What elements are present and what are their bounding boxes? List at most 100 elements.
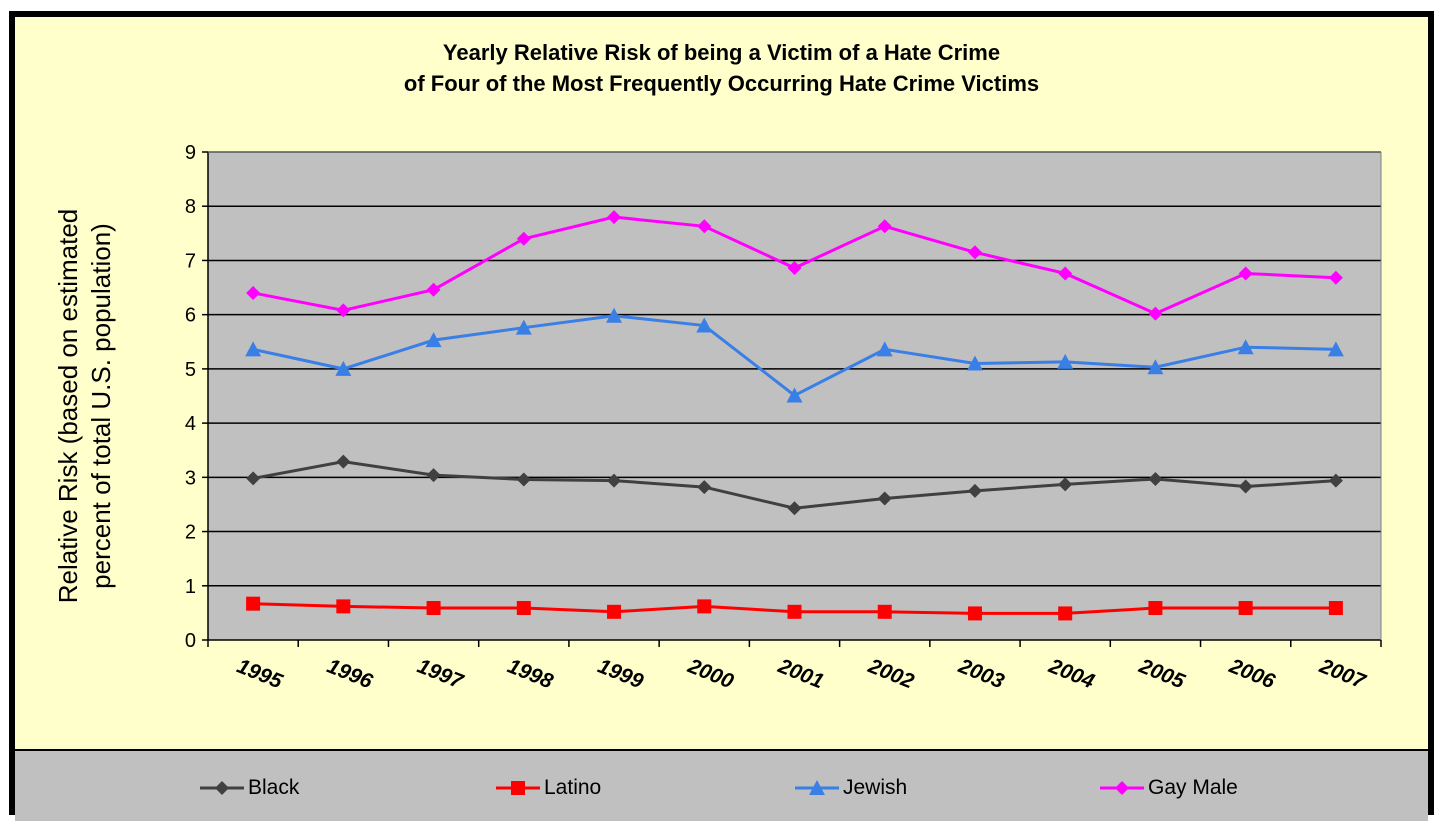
data-point xyxy=(877,604,892,619)
x-tick-labels: 1995 1996 1997 1998 1999 2000 2001 2002 2003 2004… xyxy=(234,654,1370,694)
data-point xyxy=(1057,353,1074,369)
data-point xyxy=(697,599,712,614)
data-point xyxy=(1238,601,1253,616)
data-point xyxy=(246,285,261,300)
legend-label: Jewish xyxy=(843,776,908,799)
axes xyxy=(202,151,1382,647)
data-point xyxy=(1058,606,1073,621)
y-tick-label: 3 xyxy=(185,467,196,489)
data-point xyxy=(1237,339,1254,355)
data-point xyxy=(1058,477,1073,492)
legend-marker-triangle-icon xyxy=(795,780,839,795)
legend-label: Gay Male xyxy=(1148,776,1238,799)
series-jewish xyxy=(245,307,1344,403)
data-point xyxy=(1115,781,1129,795)
x-tick-label: 2003 xyxy=(955,654,1008,693)
data-point xyxy=(215,781,229,795)
data-point xyxy=(335,360,352,376)
x-tick-label: 1997 xyxy=(414,655,467,694)
data-point xyxy=(1328,270,1343,285)
x-tick-label: 1996 xyxy=(324,655,376,694)
data-point xyxy=(1328,473,1343,488)
x-tick-label: 2002 xyxy=(864,654,917,693)
series-black xyxy=(246,454,1343,516)
y-axis-label: Relative Risk (based on estimated percen… xyxy=(53,209,116,604)
chart-title-line-2: of Four of the Most Frequently Occurring… xyxy=(403,71,1040,96)
data-point xyxy=(516,472,531,487)
y-tick-labels: 0 1 2 3 4 5 6 7 8 9 xyxy=(185,142,196,652)
data-point xyxy=(426,282,441,297)
data-point xyxy=(426,468,441,483)
data-point xyxy=(246,471,261,486)
y-tick-label: 2 xyxy=(185,522,196,544)
data-point xyxy=(967,245,982,260)
data-point xyxy=(786,387,803,403)
data-point xyxy=(1238,266,1253,281)
legend-marker-diamond-icon xyxy=(200,781,244,795)
chart-title: Yearly Relative Risk of being a Victim o… xyxy=(15,37,1428,99)
data-point xyxy=(966,355,983,371)
y-tick-label: 7 xyxy=(185,250,196,272)
x-tick-label: 1998 xyxy=(504,655,556,694)
data-point xyxy=(1148,601,1163,616)
data-point xyxy=(336,454,351,469)
y-axis-label-line-2: percent of total U.S. population) xyxy=(86,223,116,589)
data-point xyxy=(607,473,622,488)
x-tick-label: 2007 xyxy=(1315,654,1369,694)
legend-item-jewish: Jewish xyxy=(795,773,907,803)
data-point xyxy=(877,219,892,234)
data-point xyxy=(1147,359,1164,375)
data-point xyxy=(787,604,802,619)
y-tick-label: 4 xyxy=(185,413,196,435)
line-chart: 0 1 2 3 4 5 6 7 8 9 1995 1996 1997 1998 1999 2000 2001 2… xyxy=(53,142,1382,694)
data-point xyxy=(246,596,261,611)
data-point xyxy=(425,332,442,348)
y-tick-label: 8 xyxy=(185,196,196,218)
series-lines xyxy=(245,210,1344,621)
data-point xyxy=(426,601,441,616)
data-point xyxy=(697,480,712,495)
x-tick-label: 2006 xyxy=(1225,654,1278,693)
data-point xyxy=(696,317,713,333)
data-point xyxy=(697,219,712,234)
data-point xyxy=(336,599,351,614)
chart-frame: Yearly Relative Risk of being a Victim o… xyxy=(9,11,1434,821)
data-point xyxy=(876,341,893,357)
legend: Black Latino Jewish Gay Male xyxy=(15,749,1428,821)
y-tick-label: 1 xyxy=(185,576,196,598)
data-point xyxy=(1148,471,1163,486)
data-point xyxy=(967,483,982,498)
data-point xyxy=(336,303,351,318)
data-point xyxy=(1148,306,1163,321)
legend-item-gay-male: Gay Male xyxy=(1100,773,1238,803)
legend-label: Black xyxy=(248,776,300,799)
x-tick-label: 1995 xyxy=(234,655,286,694)
data-point xyxy=(607,210,622,225)
data-point xyxy=(516,601,531,616)
legend-marker-square-icon xyxy=(496,781,540,795)
data-point xyxy=(607,604,622,619)
data-point xyxy=(1328,601,1343,616)
y-tick-label: 5 xyxy=(185,359,196,381)
y-tick-label: 0 xyxy=(185,630,196,652)
legend-item-latino: Latino xyxy=(496,773,601,803)
x-tick-label: 2004 xyxy=(1045,654,1098,693)
x-tick-label: 2001 xyxy=(774,654,827,693)
data-point xyxy=(606,307,623,323)
data-point xyxy=(515,319,532,335)
x-tick-label: 2000 xyxy=(684,654,737,693)
legend-marker-diamond-icon xyxy=(1100,781,1144,795)
data-point xyxy=(245,341,262,357)
data-point xyxy=(877,491,892,506)
x-tick-label: 2005 xyxy=(1135,654,1188,693)
data-point xyxy=(967,606,982,621)
y-tick-label: 6 xyxy=(185,305,196,327)
data-point xyxy=(511,781,525,795)
legend-label: Latino xyxy=(544,776,602,799)
data-point xyxy=(809,780,825,795)
data-point xyxy=(516,231,531,246)
y-tick-label: 9 xyxy=(185,142,196,164)
chart-title-line-1: Yearly Relative Risk of being a Victim o… xyxy=(442,40,1001,65)
data-point xyxy=(1058,266,1073,281)
series-gay-male xyxy=(246,210,1343,321)
